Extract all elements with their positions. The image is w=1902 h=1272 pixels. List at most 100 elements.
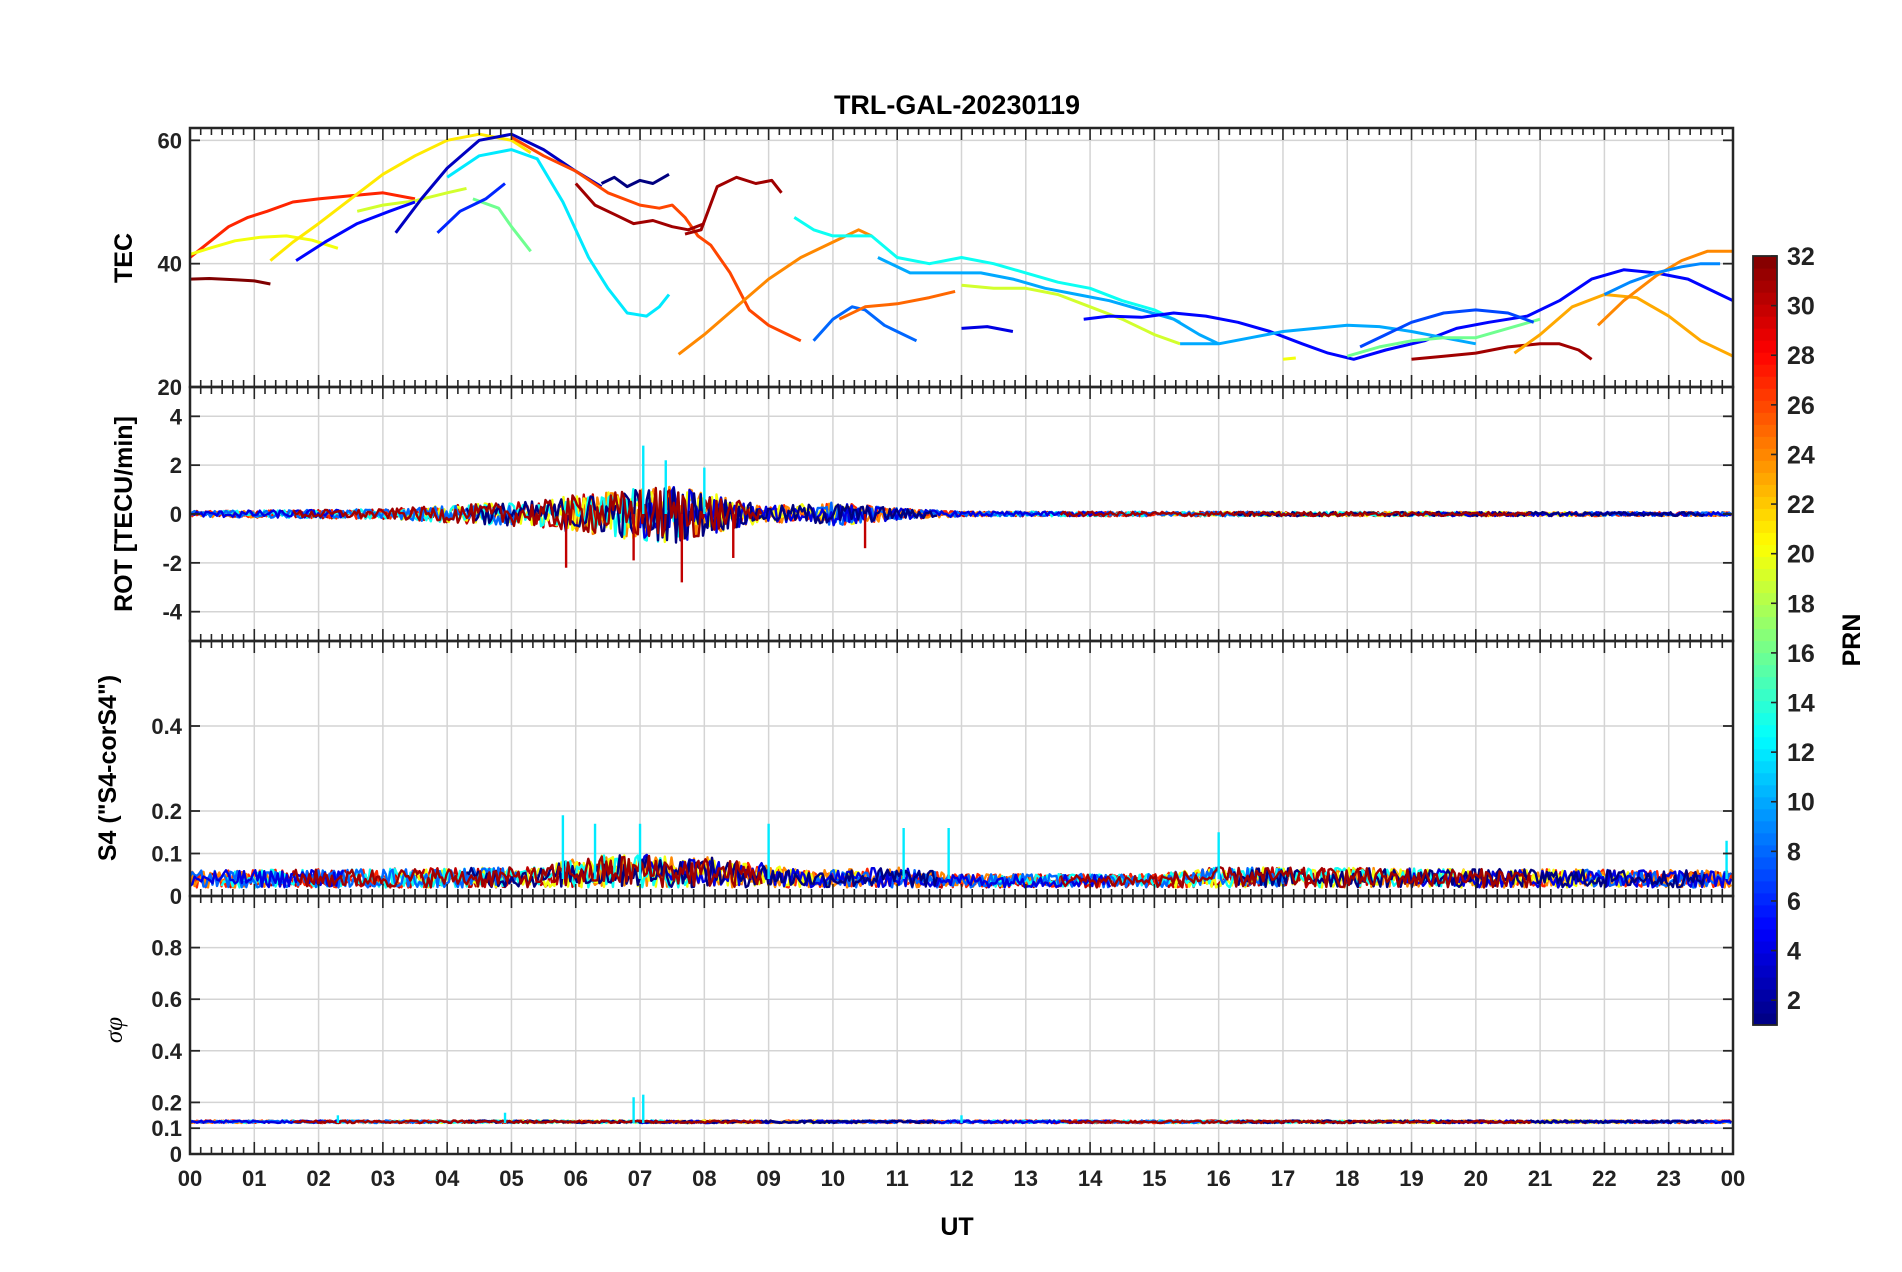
x-tick-label: 12 (949, 1166, 973, 1191)
series-line (190, 191, 416, 259)
colorbar-swatch (1753, 904, 1777, 918)
colorbar-tick-label: 10 (1787, 789, 1815, 817)
x-tick-label: 15 (1142, 1166, 1166, 1191)
series-line (961, 325, 1014, 333)
y-tick-label: -4 (162, 600, 182, 625)
colorbar-swatch (1753, 1012, 1777, 1026)
colorbar-swatch (1753, 520, 1777, 533)
series-line (1346, 317, 1541, 358)
colorbar-tick-label: 6 (1787, 888, 1801, 916)
series-line (600, 172, 670, 189)
series-line (1282, 356, 1296, 361)
colorbar-swatch (1753, 916, 1777, 930)
colorbar-swatch (1753, 508, 1777, 521)
colorbar-tick-label: 20 (1787, 541, 1815, 569)
colorbar-swatch (1753, 472, 1777, 485)
colorbar-swatch (1753, 928, 1777, 942)
panel-plot-area (190, 132, 1733, 361)
colorbar-swatch (1753, 1000, 1777, 1014)
y-tick-label: 0 (170, 884, 182, 909)
colorbar-tick-label: 32 (1787, 243, 1815, 271)
x-tick-label: 05 (499, 1166, 523, 1191)
colorbar-swatch (1753, 436, 1777, 449)
colorbar-swatch (1753, 688, 1777, 702)
series-line (961, 283, 1181, 346)
y-tick-label: 0.8 (151, 936, 182, 961)
colorbar-swatch (1753, 640, 1777, 654)
colorbar-swatch (1753, 484, 1777, 497)
y-tick-label: -2 (162, 551, 182, 576)
colorbar-swatch (1753, 700, 1777, 714)
x-tick-label: 14 (1078, 1166, 1103, 1191)
colorbar-tick-label: 2 (1787, 987, 1801, 1015)
colorbar-tick-label: 18 (1787, 590, 1815, 618)
panel-tec: 20 40 60 TEC (110, 126, 1735, 400)
x-tick-label: 21 (1528, 1166, 1552, 1191)
colorbar-swatch (1753, 448, 1777, 461)
x-tick-label: 03 (371, 1166, 395, 1191)
series-line (356, 186, 467, 213)
colorbar-swatch (1753, 892, 1777, 906)
colorbar-tick-label: 26 (1787, 392, 1815, 420)
panel-plot-area (190, 445, 1733, 583)
x-tick-label: 23 (1656, 1166, 1680, 1191)
series-line (295, 200, 416, 262)
colorbar-swatch (1753, 940, 1777, 954)
colorbar-tick-label: 30 (1787, 293, 1815, 321)
colorbar-tick-label: 14 (1787, 690, 1815, 718)
colorbar-tick-label: 8 (1787, 838, 1801, 866)
y-tick-label: 60 (158, 128, 182, 153)
colorbar-swatch (1753, 460, 1777, 473)
colorbar-swatch (1753, 400, 1777, 413)
colorbar-swatch (1753, 808, 1777, 822)
colorbar-swatch (1753, 964, 1777, 978)
colorbar-swatch (1753, 976, 1777, 990)
series-line (1596, 249, 1733, 327)
colorbar-swatch (1753, 868, 1777, 882)
x-tick-label: 04 (435, 1166, 460, 1191)
series-trace (292, 854, 1533, 889)
panel-s4: 0 0.1 0.2 0.4 S4 ("S4-corS4") (94, 639, 1735, 909)
series-line (684, 175, 783, 236)
y-tick-label: 0 (170, 502, 182, 527)
series-line (472, 197, 532, 253)
panel-rot: -4 -2 0 2 4 ROT [TECU/min] (110, 385, 1735, 643)
series-line (510, 136, 802, 343)
x-tick-label: 08 (692, 1166, 716, 1191)
colorbar-swatch (1753, 280, 1777, 293)
x-tick-label: 02 (306, 1166, 330, 1191)
x-tick-label: 13 (1014, 1166, 1038, 1191)
series-line (1513, 293, 1733, 358)
series-trace (292, 486, 1532, 540)
colorbar-swatch (1753, 364, 1777, 377)
colorbar-swatch (1753, 580, 1777, 594)
colorbar-swatch (1753, 736, 1777, 750)
colorbar-swatch (1753, 376, 1777, 389)
x-tick-label: 10 (821, 1166, 845, 1191)
colorbar-tick-label: 24 (1787, 441, 1815, 469)
colorbar-frame (1752, 255, 1778, 1026)
series-line (190, 234, 339, 256)
colorbar-swatch (1753, 292, 1777, 305)
y-tick-label: 0 (170, 1142, 182, 1167)
colorbar-swatch (1753, 412, 1777, 425)
series-line (1603, 262, 1721, 296)
y-tick-label: 0.1 (151, 842, 182, 867)
chart-title: TRL-GAL-20230119 (834, 90, 1080, 120)
colorbar-swatch (1753, 820, 1777, 834)
x-tick-label: 16 (1206, 1166, 1230, 1191)
x-tick-label: 06 (564, 1166, 588, 1191)
x-tick-label: 22 (1592, 1166, 1616, 1191)
panel-sigma-phi: 00.10.2 0.4 0.6 0.8 σφ 00 01 02 03 04 05 06 07 08 09 10… (101, 894, 1745, 1191)
series-trace (293, 1119, 1532, 1125)
colorbar-swatch (1753, 988, 1777, 1002)
colorbar-swatch (1753, 616, 1777, 630)
x-tick-label: 17 (1271, 1166, 1295, 1191)
y-tick-label: 0.4 (151, 714, 182, 739)
colorbar-tick-label: 16 (1787, 640, 1815, 668)
colorbar-swatch (1753, 544, 1777, 557)
series-line (677, 228, 873, 356)
colorbar-swatch (1753, 388, 1777, 401)
